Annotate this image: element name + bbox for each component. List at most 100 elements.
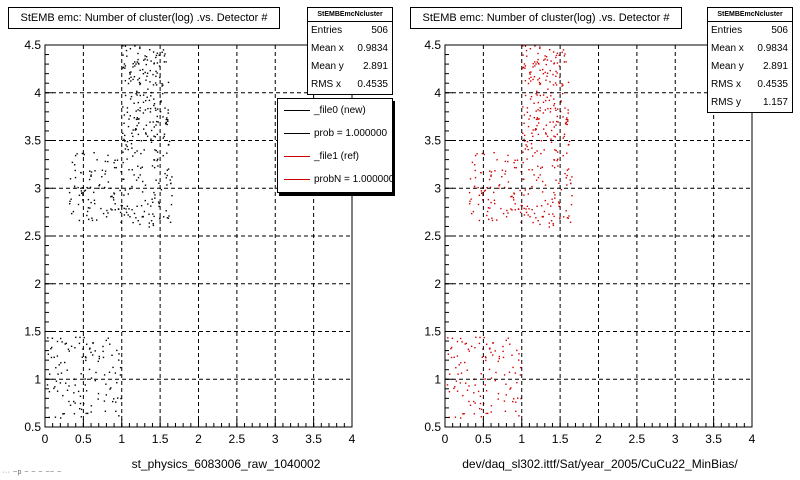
data-point — [539, 107, 541, 109]
data-point — [468, 385, 470, 387]
data-point — [567, 81, 570, 84]
data-point — [163, 133, 166, 135]
data-point — [120, 204, 122, 207]
data-point — [132, 66, 134, 68]
data-point — [504, 160, 507, 163]
data-point — [154, 197, 156, 199]
data-point — [565, 123, 567, 125]
data-point — [70, 345, 73, 347]
data-point — [553, 159, 555, 161]
data-point — [157, 158, 159, 160]
data-point — [516, 349, 518, 352]
data-point — [160, 100, 162, 102]
data-point — [460, 372, 463, 374]
data-point — [528, 77, 530, 80]
data-point — [497, 392, 500, 395]
legend-entry-file1: _file1 (ref) — [278, 145, 392, 168]
y-tick-label: 1 — [34, 372, 41, 386]
data-point — [73, 185, 76, 187]
data-point — [130, 76, 132, 78]
data-point — [567, 112, 569, 114]
data-point — [62, 413, 64, 415]
data-point — [488, 178, 491, 181]
data-point — [510, 387, 512, 389]
data-point — [468, 350, 470, 352]
data-point — [493, 199, 496, 201]
data-point — [550, 141, 553, 143]
data-point — [459, 382, 462, 384]
data-point — [60, 372, 63, 374]
data-point — [153, 104, 155, 107]
data-point — [554, 82, 557, 84]
data-point — [567, 119, 569, 121]
data-point — [476, 153, 478, 155]
data-point — [83, 336, 85, 339]
data-point — [486, 186, 488, 189]
data-point — [51, 346, 53, 349]
data-point — [569, 221, 572, 223]
data-point — [155, 70, 157, 73]
data-point — [135, 118, 138, 121]
data-point — [171, 176, 173, 178]
data-point — [501, 176, 503, 178]
data-point — [538, 118, 540, 120]
data-point — [486, 214, 488, 217]
y-tick-label: 1 — [434, 372, 441, 386]
y-tick-label: 0.5 — [424, 420, 441, 434]
data-point — [480, 408, 483, 411]
data-point — [112, 400, 114, 403]
data-point — [119, 374, 122, 376]
data-point — [155, 124, 157, 126]
data-point — [556, 62, 559, 64]
data-point — [474, 169, 476, 172]
data-point — [137, 176, 140, 179]
data-point — [89, 347, 91, 349]
data-point — [481, 152, 484, 155]
legend-line-probn — [284, 179, 310, 180]
data-point — [514, 209, 516, 211]
data-point — [558, 202, 560, 205]
data-point — [129, 71, 131, 74]
data-point — [542, 68, 544, 71]
data-point — [131, 169, 133, 171]
data-point — [547, 203, 549, 205]
data-point — [105, 216, 108, 218]
data-point — [155, 109, 157, 111]
data-point — [535, 179, 538, 181]
data-point — [132, 221, 134, 224]
data-point — [502, 212, 505, 215]
data-point — [167, 120, 169, 122]
data-point — [161, 51, 163, 53]
data-point — [137, 79, 139, 81]
data-point — [54, 416, 57, 418]
data-point — [73, 392, 75, 394]
data-point — [552, 223, 554, 225]
data-point — [513, 192, 515, 194]
data-point — [126, 158, 128, 160]
data-point — [77, 390, 80, 393]
data-point — [121, 205, 123, 207]
left-x-caption: st_physics_6083006_raw_1040002 — [131, 457, 321, 471]
data-point — [89, 207, 91, 209]
data-point — [534, 61, 536, 63]
data-point — [74, 384, 76, 386]
data-point — [94, 350, 96, 352]
data-point — [495, 371, 497, 374]
data-point — [550, 138, 552, 140]
data-point — [138, 81, 141, 84]
data-point — [144, 199, 146, 202]
data-point — [493, 152, 495, 154]
data-point — [137, 220, 139, 222]
left-plot-title: StEMB emc: Number of cluster(log) .vs. D… — [8, 7, 280, 29]
data-point — [50, 348, 52, 350]
data-point — [461, 341, 463, 343]
data-point — [505, 383, 507, 385]
data-point — [489, 170, 491, 172]
data-point — [556, 120, 558, 123]
data-point — [523, 138, 525, 141]
data-point — [156, 72, 158, 74]
data-point — [98, 187, 100, 189]
data-point — [552, 51, 555, 53]
data-point — [513, 398, 515, 400]
data-point — [166, 123, 168, 126]
